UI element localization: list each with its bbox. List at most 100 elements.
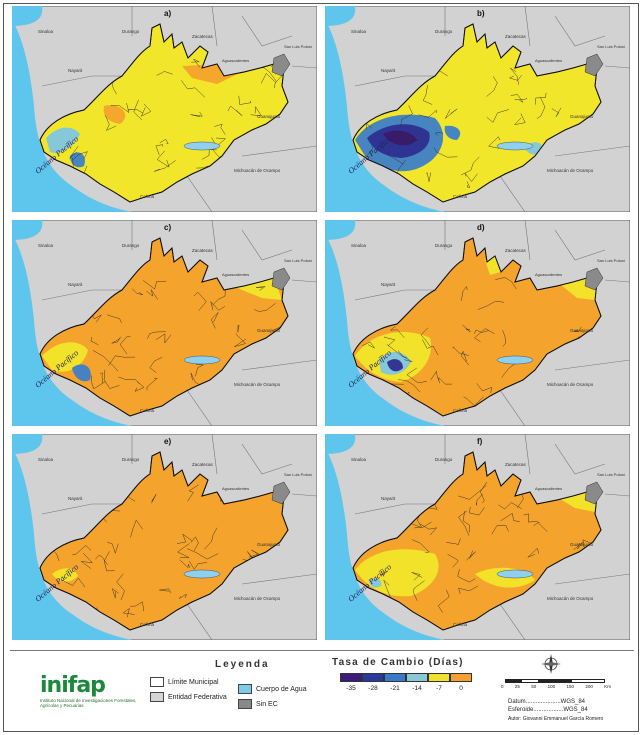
map-svg: Sinaloa Durango Zacatecas Nayarit Aguasc… [12, 220, 317, 426]
map-panel-d: Sinaloa Durango Zacatecas Nayarit Aguasc… [325, 220, 630, 426]
map-panel-e: Sinaloa Durango Zacatecas Nayarit Aguasc… [12, 434, 317, 640]
map-svg: Sinaloa Durango Zacatecas Nayarit Aguasc… [325, 220, 630, 426]
legend-swatch [150, 692, 164, 702]
label-michoacan: Michoacán de Ocampo [547, 382, 594, 387]
scale-tick: 200 [585, 684, 593, 689]
colorbar-tick: -7 [436, 685, 442, 692]
label-michoacan: Michoacán de Ocampo [547, 168, 594, 173]
scale-tick: 0 [501, 684, 504, 689]
label-aguascalientes: Aguascalientes [535, 58, 562, 63]
north-arrow-icon [541, 654, 561, 674]
label-aguascalientes: Aguascalientes [222, 272, 249, 277]
inifap-logo: inifap Instituto Nacional de Investigaci… [40, 673, 140, 708]
map-panel-f: Sinaloa Durango Zacatecas Nayarit Aguasc… [325, 434, 630, 640]
label-sinaloa: Sinaloa [38, 29, 54, 34]
label-nayarit: Nayarit [381, 496, 396, 501]
label-nayarit: Nayarit [381, 68, 396, 73]
scale-bar [505, 679, 605, 683]
legend-label: Entidad Federativa [168, 693, 227, 701]
label-guanajuato: Guanajuato [257, 328, 281, 333]
scale-tick: 100 [547, 684, 556, 689]
map-svg: Sinaloa Durango Zacatecas Nayarit Aguasc… [12, 434, 317, 640]
map-svg: Sinaloa Durango Zacatecas Nayarit Aguasc… [325, 6, 630, 212]
legend-swatch [150, 677, 164, 687]
label-nayarit: Nayarit [68, 496, 83, 501]
colorbar-tick: -21 [390, 685, 400, 692]
colorbar-swatch [450, 673, 472, 682]
label-michoacan: Michoacán de Ocampo [547, 596, 594, 601]
label-durango: Durango [435, 29, 453, 34]
label-aguascalientes: Aguascalientes [535, 486, 562, 491]
colorbar-swatch [428, 673, 450, 682]
label-aguascalientes: Aguascalientes [222, 58, 249, 63]
label-zacatecas: Zacatecas [192, 248, 214, 253]
label-guanajuato: Guanajuato [570, 114, 594, 119]
panel-label: b) [477, 9, 485, 18]
colorbar-tick: -28 [368, 685, 378, 692]
scale-tick: 25 [514, 684, 520, 689]
figure-frame [3, 3, 639, 732]
colorbar-title: Tasa de Cambio (Días) [332, 657, 464, 668]
colorbar-tick: -14 [412, 685, 422, 692]
scale-tick: 150 [566, 684, 575, 689]
legend-item-agua: Cuerpo de Agua [238, 684, 307, 694]
label-sinaloa: Sinaloa [351, 29, 367, 34]
legend-item-municipal: Límite Municipal [150, 677, 219, 687]
label-michoacan: Michoacán de Ocampo [234, 168, 281, 173]
legend-swatch [238, 699, 252, 709]
label-colima: Colima [140, 194, 155, 199]
colorbar [340, 673, 472, 682]
colorbar-swatch [406, 673, 428, 682]
label-zacatecas: Zacatecas [505, 34, 527, 39]
legend-item-entidad: Entidad Federativa [150, 692, 227, 702]
colorbar-tick: -35 [346, 685, 356, 692]
label-michoacan: Michoacán de Ocampo [234, 382, 281, 387]
label-michoacan: Michoacán de Ocampo [234, 596, 281, 601]
label-durango: Durango [122, 243, 140, 248]
label-slp: San Luis Potosí [597, 44, 626, 49]
label-aguascalientes: Aguascalientes [535, 272, 562, 277]
label-durango: Durango [435, 457, 453, 462]
label-aguascalientes: Aguascalientes [222, 486, 249, 491]
map-svg: Sinaloa Durango Zacatecas Nayarit Aguasc… [12, 6, 317, 212]
colorbar-swatch [384, 673, 406, 682]
colorbar-swatch [362, 673, 384, 682]
label-sinaloa: Sinaloa [38, 457, 54, 462]
label-slp: San Luis Potosí [284, 258, 313, 263]
label-zacatecas: Zacatecas [505, 248, 527, 253]
colorbar-ticks: -35 -28 -21 -14 -7 0 [340, 685, 472, 692]
legend-swatch [238, 684, 252, 694]
legend-label: Cuerpo de Agua [256, 685, 307, 693]
label-nayarit: Nayarit [68, 68, 83, 73]
label-slp: San Luis Potosí [284, 472, 313, 477]
label-zacatecas: Zacatecas [505, 462, 527, 467]
label-colima: Colima [140, 622, 155, 627]
label-slp: San Luis Potosí [284, 44, 313, 49]
legend-label: Sin EC [256, 700, 278, 708]
label-colima: Colima [140, 408, 155, 413]
label-guanajuato: Guanajuato [257, 542, 281, 547]
scale-units: Km [604, 684, 611, 689]
label-sinaloa: Sinaloa [351, 457, 367, 462]
autor-text: Autor: Giovanni Emmanuel García Romero [508, 716, 604, 722]
colorbar-swatch [340, 673, 362, 682]
panel-label: e) [164, 437, 171, 446]
label-sinaloa: Sinaloa [38, 243, 54, 248]
legend-item-sin-ec: Sin EC [238, 699, 278, 709]
map-panel-a: Sinaloa Durango Zacatecas Nayarit Aguasc… [12, 6, 317, 212]
label-nayarit: Nayarit [381, 282, 396, 287]
label-guanajuato: Guanajuato [257, 114, 281, 119]
legend-title: Leyenda [215, 659, 270, 670]
label-durango: Durango [435, 243, 453, 248]
scale-tick: 50 [531, 684, 537, 689]
map-panel-b: Sinaloa Durango Zacatecas Nayarit Aguasc… [325, 6, 630, 212]
label-zacatecas: Zacatecas [192, 34, 214, 39]
label-slp: San Luis Potosí [597, 258, 626, 263]
label-durango: Durango [122, 457, 140, 462]
label-colima: Colima [453, 194, 468, 199]
label-sinaloa: Sinaloa [351, 243, 367, 248]
map-panel-c: Sinaloa Durango Zacatecas Nayarit Aguasc… [12, 220, 317, 426]
panel-label: d) [477, 223, 485, 232]
legend-area: inifap Instituto Nacional de Investigaci… [10, 650, 634, 729]
label-zacatecas: Zacatecas [192, 462, 214, 467]
